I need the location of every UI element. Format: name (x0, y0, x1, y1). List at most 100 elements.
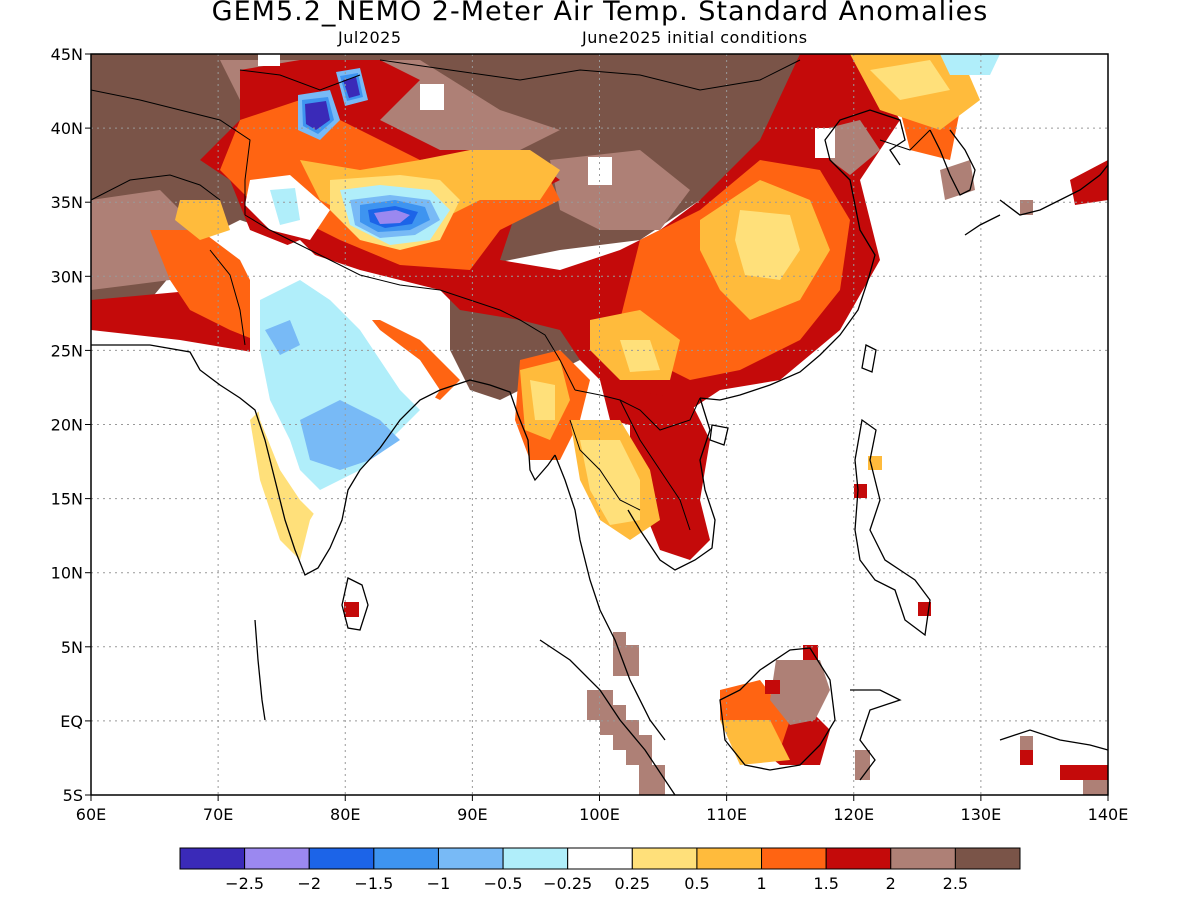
colorbar-label: 1 (756, 874, 766, 893)
vietnam-coastline (627, 397, 716, 571)
maldives (254, 619, 266, 721)
anomaly-region-0.5 (175, 200, 230, 240)
longitude-axis: 60E 70E 80E 90E 100E 110E 120E 130E 140E (76, 795, 1129, 824)
colorbar-swatch (179, 847, 246, 870)
japan-coastline (964, 164, 1109, 236)
philippines-coastline (854, 418, 931, 637)
anomaly-region-0.5 (720, 720, 790, 765)
border-central-asia (90, 89, 251, 215)
colorbar-swatch (308, 847, 375, 870)
latitude-axis: 45N 40N 35N 30N 25N 20N 15N 10N 5N EQ 5S (51, 45, 91, 805)
border-afghanistan (90, 174, 221, 201)
new-guinea-coastline (999, 729, 1109, 751)
colorbar-label: 1.5 (813, 874, 838, 893)
y-tick-label: 40N (51, 119, 83, 138)
anomaly-cells-maritime (587, 120, 1108, 795)
missing-cell (815, 128, 835, 158)
anomaly-field (91, 54, 1108, 795)
colorbar-label: −1.5 (354, 874, 393, 893)
colorbar-label: 0.25 (614, 874, 650, 893)
bay-of-bengal-coastline (454, 379, 556, 482)
x-tick-label: 140E (1088, 805, 1129, 824)
anomaly-region-0.25 (870, 60, 950, 100)
colorbar-label: −0.5 (484, 874, 523, 893)
y-tick-label: 20N (51, 416, 83, 435)
border-himalaya (244, 214, 501, 311)
colorbar-label: −1 (427, 874, 451, 893)
colorbar-swatch (567, 847, 633, 870)
colorbar-label: −2 (297, 874, 321, 893)
colorbar-swatch (373, 847, 439, 870)
x-tick-label: 130E (961, 805, 1002, 824)
anomaly-region-2 (550, 150, 690, 230)
missing-cell (258, 54, 280, 66)
anomaly-region-0.25 (620, 340, 660, 372)
anomaly-cell-1.5 (344, 602, 359, 617)
anomaly-region-neg0.25 (940, 54, 1000, 75)
colorbar-label: −0.25 (543, 874, 592, 893)
country-borders (90, 59, 931, 531)
x-tick-label: 60E (76, 805, 106, 824)
anomaly-region-0.25 (530, 380, 555, 420)
border-china-kazakh (239, 69, 361, 91)
x-tick-label: 120E (833, 805, 874, 824)
anomaly-region-neg2.5 (343, 77, 360, 98)
colorbar-label: 0.5 (684, 874, 709, 893)
y-tick-label: 15N (51, 490, 83, 509)
missing-cell (420, 84, 444, 110)
colorbar-swatch (954, 847, 1021, 870)
borneo-coastline (719, 647, 836, 771)
anomaly-region-0.25 (580, 440, 640, 525)
taiwan-coastline (861, 344, 877, 373)
colorbar-swatch (437, 847, 504, 870)
colorbar-label: −2.5 (225, 874, 264, 893)
x-tick-label: 110E (706, 805, 747, 824)
india-coastline (91, 344, 456, 576)
y-tick-label: 10N (51, 564, 83, 583)
border-laos (619, 399, 691, 531)
border-thailand (569, 419, 641, 511)
map-title: GEM5.2_NEMO 2-Meter Air Temp. Standard A… (211, 0, 989, 27)
colorbar-label: 2 (886, 874, 896, 893)
border-india-pakistan (209, 249, 246, 346)
indochina-coastline (554, 454, 666, 741)
border-mongolia (379, 59, 801, 91)
colorbar-swatch (761, 847, 827, 870)
border-korea-china (879, 129, 931, 151)
border-myanmar-china (499, 309, 576, 391)
china-coastline (699, 109, 906, 401)
border-indochina (574, 389, 701, 431)
anomaly-region-neg0.25 (270, 188, 300, 225)
hainan-coastline (709, 424, 729, 446)
colorbar-swatch (631, 847, 698, 870)
x-tick-label: 80E (330, 805, 360, 824)
y-tick-label: 25N (51, 341, 83, 360)
colorbar-swatch (825, 847, 892, 870)
x-tick-label: 70E (203, 805, 233, 824)
anomaly-region-1.5 (1060, 765, 1108, 780)
anomaly-region-neg0.5 (265, 320, 300, 355)
coastlines (91, 109, 1109, 796)
colorbar-swatch (244, 847, 310, 870)
y-tick-label: 30N (51, 267, 83, 286)
colorbar-swatch (890, 847, 956, 870)
anomaly-region-0.25 (735, 210, 800, 280)
valid-month-label: Jul2025 (338, 28, 402, 47)
anomaly-region-neg2.5 (305, 101, 330, 130)
anomaly-region-neg2 (374, 210, 410, 224)
y-tick-label: EQ (60, 712, 83, 731)
sri-lanka-coastline (341, 577, 369, 631)
sumatra-coastline (539, 639, 676, 796)
y-tick-label: 5N (61, 638, 83, 657)
x-tick-label: 90E (457, 805, 487, 824)
colorbar-swatch (502, 847, 569, 870)
initial-conditions-label: June2025 initial conditions (582, 28, 808, 47)
sulawesi-coastline (850, 689, 902, 781)
x-tick-label: 100E (579, 805, 620, 824)
colorbar-label: 2.5 (943, 874, 968, 893)
y-tick-label: 45N (51, 45, 83, 64)
colorbar-swatch (696, 847, 763, 870)
anomaly-cell-1.5 (854, 484, 867, 498)
anomaly-region-neg0.5 (300, 400, 400, 470)
